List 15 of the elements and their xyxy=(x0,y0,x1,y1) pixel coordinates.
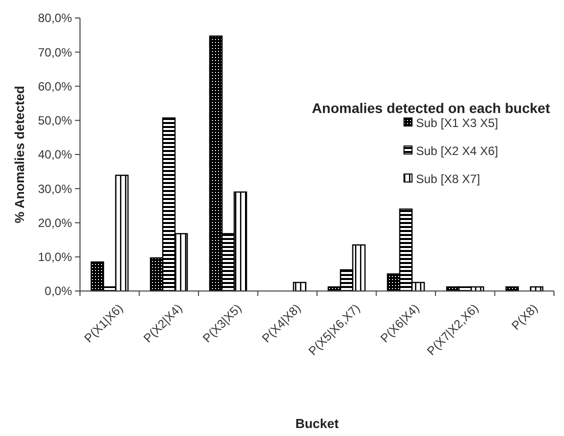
y-tick-label: 10,0% xyxy=(38,250,72,264)
legend-label: Sub [X8 X7] xyxy=(416,172,480,186)
y-tick-label: 30,0% xyxy=(38,182,72,196)
x-axis-title: Bucket xyxy=(295,416,340,431)
y-tick-label: 40,0% xyxy=(38,148,72,162)
legend-label: Sub [X2 X4 X6] xyxy=(416,144,498,158)
y-tick-label: 50,0% xyxy=(38,114,72,128)
y-tick-label: 20,0% xyxy=(38,216,72,230)
y-tick-label: 0,0% xyxy=(44,284,72,298)
y-tick-label: 60,0% xyxy=(38,79,72,94)
y-tick-label: 70,0% xyxy=(38,45,72,60)
y-tick-label: 80,0% xyxy=(38,11,72,26)
y-axis-title: % Anomalies detected xyxy=(12,86,27,224)
text: Anomalies detected on each bucket xyxy=(312,100,550,116)
legend-label: Sub [X1 X3 X5] xyxy=(416,116,498,130)
